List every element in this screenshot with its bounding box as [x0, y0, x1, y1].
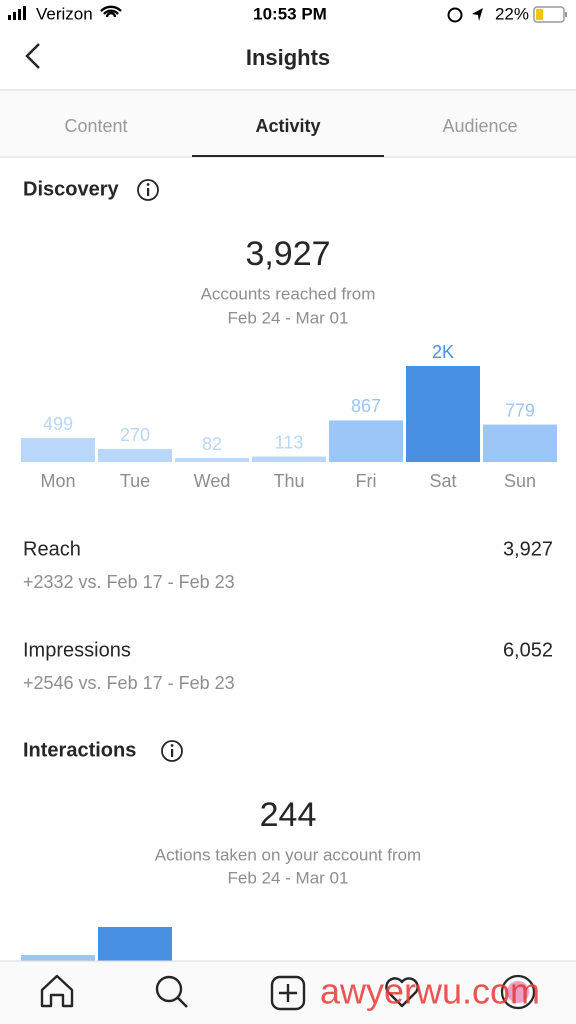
- value-label: 2K: [432, 342, 454, 362]
- info-circle: [161, 740, 183, 762]
- battery-tip: [565, 12, 567, 17]
- clock: 10:53 PM: [253, 4, 327, 23]
- battery-level: [536, 9, 543, 20]
- profile-icon[interactable]: [500, 974, 536, 1010]
- signal: [18, 9, 21, 20]
- x-tick-label: Fri: [356, 471, 377, 491]
- metric-value: 3,927: [503, 538, 553, 560]
- total: 244: [260, 796, 317, 834]
- bar: [406, 366, 480, 462]
- partial-bar: [21, 955, 95, 965]
- new-post-plus: [279, 984, 297, 1002]
- caption: Accounts reached from: [201, 284, 376, 303]
- search-handle: [177, 997, 188, 1008]
- metric-comparison: +2332 vs. Feb 17 - Feb 23: [23, 572, 235, 592]
- bar: [329, 420, 403, 462]
- signal: [23, 6, 26, 20]
- total: 3,927: [245, 235, 330, 273]
- search-lens: [155, 975, 183, 1003]
- watermark: awyerwu.com: [320, 971, 540, 1012]
- info-dot: [146, 183, 150, 186]
- section-title: Discovery: [23, 178, 119, 200]
- bar: [483, 424, 557, 462]
- status-bar: Verizon 10:53 PM 22%: [8, 4, 567, 23]
- bottom-nav: awyerwu.com: [0, 960, 576, 1024]
- metric-label: Reach: [23, 538, 81, 560]
- search-icon[interactable]: [155, 975, 188, 1008]
- lock-icon: [447, 7, 463, 23]
- wifi-icon: [100, 5, 122, 18]
- bar-chart: 499 Mon 270 Tue 82 Wed 113 Thu 867 Fri 2K Sat 779 Sun: [21, 342, 557, 491]
- value-label: 779: [505, 400, 535, 420]
- caption: Actions taken on your account from: [155, 845, 421, 864]
- tab[interactable]: Activity: [255, 116, 320, 136]
- x-tick-label: Sat: [429, 471, 456, 491]
- metric-value: 6,052: [503, 639, 553, 661]
- tabs: Content Activity Audience: [64, 116, 518, 157]
- metric-comparison: +2546 vs. Feb 17 - Feb 23: [23, 673, 235, 693]
- new-post-icon[interactable]: [270, 975, 306, 1011]
- signal: [13, 12, 16, 20]
- activity-icon[interactable]: [385, 977, 419, 1008]
- bar: [98, 449, 172, 462]
- tab-indicator: [192, 155, 384, 157]
- x-tick-label: Tue: [120, 471, 150, 491]
- x-tick-label: Thu: [273, 471, 304, 491]
- battery: [533, 6, 565, 23]
- metric-label: Impressions: [23, 639, 131, 661]
- x-tick-label: Wed: [194, 471, 231, 491]
- section-title: Interactions: [23, 739, 136, 761]
- value-label: 270: [120, 425, 150, 445]
- info-icon[interactable]: [161, 740, 183, 762]
- info-stem: [147, 188, 150, 196]
- location-icon: [472, 8, 483, 21]
- partial-bar: [98, 927, 172, 965]
- info-circle: [137, 179, 159, 201]
- signal: [8, 15, 11, 20]
- date-range: Feb 24 - Mar 01: [228, 868, 349, 887]
- profile-avatar: [507, 981, 529, 1003]
- back-button[interactable]: [25, 43, 40, 69]
- profile-ring: [500, 974, 536, 1010]
- bar: [21, 438, 95, 462]
- page-title: Insights: [246, 45, 330, 70]
- info-dot: [170, 744, 174, 747]
- value-label: 82: [202, 434, 222, 454]
- value-label: 499: [43, 414, 73, 434]
- info-icon[interactable]: [137, 179, 159, 201]
- tab-bar: [0, 90, 576, 157]
- value-label: 867: [351, 396, 381, 416]
- x-tick-label: Sun: [504, 471, 536, 491]
- carrier: Verizon: [36, 4, 93, 23]
- tab[interactable]: Audience: [442, 116, 517, 136]
- home-icon[interactable]: [40, 974, 74, 1008]
- battery-percent: 22%: [495, 4, 529, 23]
- bar: [175, 458, 249, 462]
- info-stem: [171, 749, 174, 757]
- bar: [252, 456, 326, 462]
- tab[interactable]: Content: [64, 116, 127, 136]
- date-range: Feb 24 - Mar 01: [228, 308, 349, 327]
- metrics: Reach 3,927 +2332 vs. Feb 17 - Feb 23 Impre…: [23, 538, 553, 692]
- value-label: 113: [275, 432, 304, 452]
- x-tick-label: Mon: [40, 471, 75, 491]
- new-post-frame: [270, 975, 306, 1011]
